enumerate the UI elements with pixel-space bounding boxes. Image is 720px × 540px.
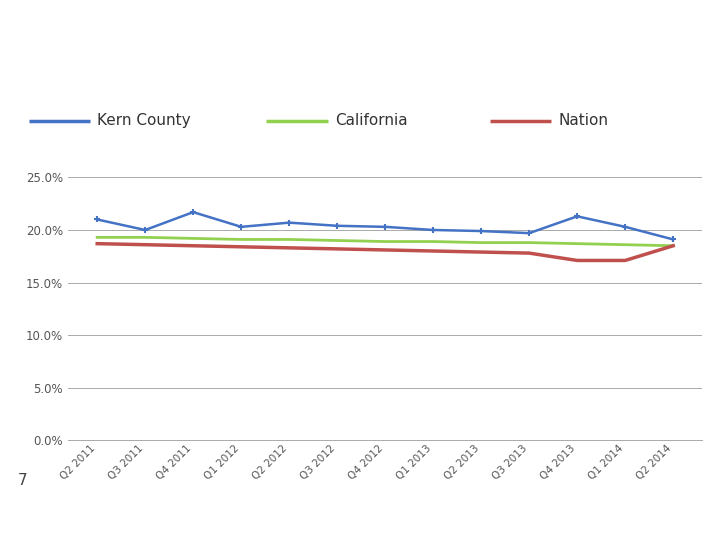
Text: California: California [335, 113, 408, 128]
Text: 7: 7 [18, 473, 27, 488]
Text: Kern County’s Progress:: Kern County’s Progress: [13, 28, 318, 48]
Text: Kern County: Kern County [97, 113, 191, 128]
Text: Nation: Nation [558, 113, 608, 128]
Text: All-Cause, 30-Day Readmission Rate: All-Cause, 30-Day Readmission Rate [13, 64, 467, 84]
